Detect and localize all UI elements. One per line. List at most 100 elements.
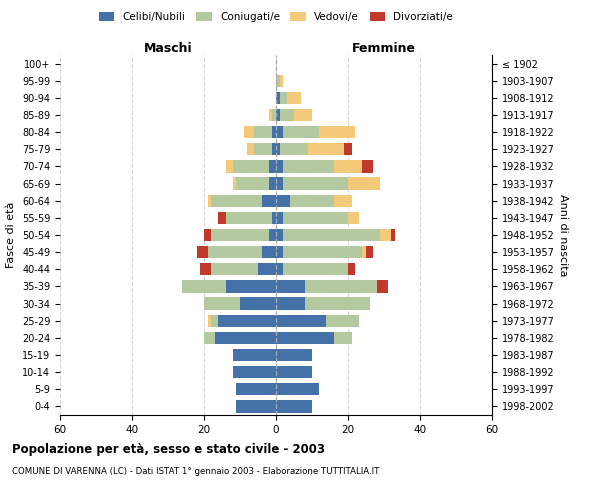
Bar [211, 229, 269, 241]
Bar [233, 349, 276, 361]
Bar [391, 229, 395, 241]
Bar [226, 212, 272, 224]
Bar [280, 143, 308, 156]
Bar [280, 109, 294, 121]
Bar [283, 178, 348, 190]
Bar [240, 298, 276, 310]
Bar [208, 246, 262, 258]
Bar [276, 92, 280, 104]
Bar [269, 160, 276, 172]
Bar [254, 143, 272, 156]
Bar [283, 246, 362, 258]
Bar [276, 263, 283, 276]
Y-axis label: Anni di nascita: Anni di nascita [559, 194, 568, 276]
Bar [182, 280, 226, 292]
Bar [272, 126, 276, 138]
Bar [276, 298, 305, 310]
Bar [233, 160, 269, 172]
Bar [276, 349, 312, 361]
Bar [269, 229, 276, 241]
Bar [233, 178, 236, 190]
Y-axis label: Fasce di età: Fasce di età [7, 202, 16, 268]
Bar [344, 143, 352, 156]
Bar [276, 160, 283, 172]
Bar [276, 366, 312, 378]
Bar [272, 143, 276, 156]
Bar [377, 280, 388, 292]
Bar [208, 314, 211, 327]
Bar [262, 246, 276, 258]
Bar [226, 160, 233, 172]
Bar [305, 298, 370, 310]
Bar [326, 314, 359, 327]
Bar [283, 126, 319, 138]
Bar [276, 178, 283, 190]
Bar [276, 314, 326, 327]
Bar [276, 194, 290, 207]
Bar [276, 383, 319, 396]
Bar [276, 246, 283, 258]
Bar [276, 126, 283, 138]
Bar [276, 212, 283, 224]
Bar [276, 280, 305, 292]
Bar [262, 194, 276, 207]
Bar [276, 229, 283, 241]
Legend: Celibi/Nubili, Coniugati/e, Vedovi/e, Divorziati/e: Celibi/Nubili, Coniugati/e, Vedovi/e, Di… [95, 8, 457, 26]
Bar [269, 109, 272, 121]
Text: Femmine: Femmine [352, 42, 416, 55]
Bar [204, 332, 215, 344]
Bar [208, 194, 211, 207]
Bar [236, 383, 276, 396]
Bar [254, 126, 272, 138]
Bar [258, 263, 276, 276]
Bar [280, 74, 283, 87]
Bar [276, 332, 334, 344]
Bar [218, 212, 226, 224]
Bar [283, 263, 348, 276]
Bar [272, 212, 276, 224]
Bar [276, 143, 280, 156]
Bar [211, 263, 258, 276]
Bar [204, 298, 240, 310]
Bar [204, 229, 211, 241]
Bar [215, 332, 276, 344]
Bar [334, 160, 362, 172]
Bar [334, 332, 352, 344]
Bar [290, 194, 334, 207]
Bar [283, 160, 334, 172]
Text: Maschi: Maschi [143, 42, 193, 55]
Bar [236, 400, 276, 412]
Bar [236, 178, 269, 190]
Bar [294, 109, 312, 121]
Bar [283, 229, 380, 241]
Bar [283, 212, 348, 224]
Bar [380, 229, 391, 241]
Bar [218, 314, 276, 327]
Bar [276, 109, 280, 121]
Bar [287, 92, 301, 104]
Bar [226, 280, 276, 292]
Bar [276, 74, 280, 87]
Bar [319, 126, 355, 138]
Bar [211, 314, 218, 327]
Bar [366, 246, 373, 258]
Text: Popolazione per età, sesso e stato civile - 2003: Popolazione per età, sesso e stato civil… [12, 442, 325, 456]
Bar [348, 212, 359, 224]
Bar [305, 280, 377, 292]
Bar [362, 160, 373, 172]
Bar [348, 178, 380, 190]
Bar [200, 263, 211, 276]
Bar [334, 194, 352, 207]
Bar [269, 178, 276, 190]
Bar [197, 246, 208, 258]
Bar [272, 109, 276, 121]
Bar [244, 126, 254, 138]
Bar [276, 400, 312, 412]
Bar [247, 143, 254, 156]
Bar [308, 143, 344, 156]
Text: COMUNE DI VARENNA (LC) - Dati ISTAT 1° gennaio 2003 - Elaborazione TUTTITALIA.IT: COMUNE DI VARENNA (LC) - Dati ISTAT 1° g… [12, 468, 379, 476]
Bar [211, 194, 262, 207]
Bar [362, 246, 366, 258]
Bar [233, 366, 276, 378]
Bar [280, 92, 287, 104]
